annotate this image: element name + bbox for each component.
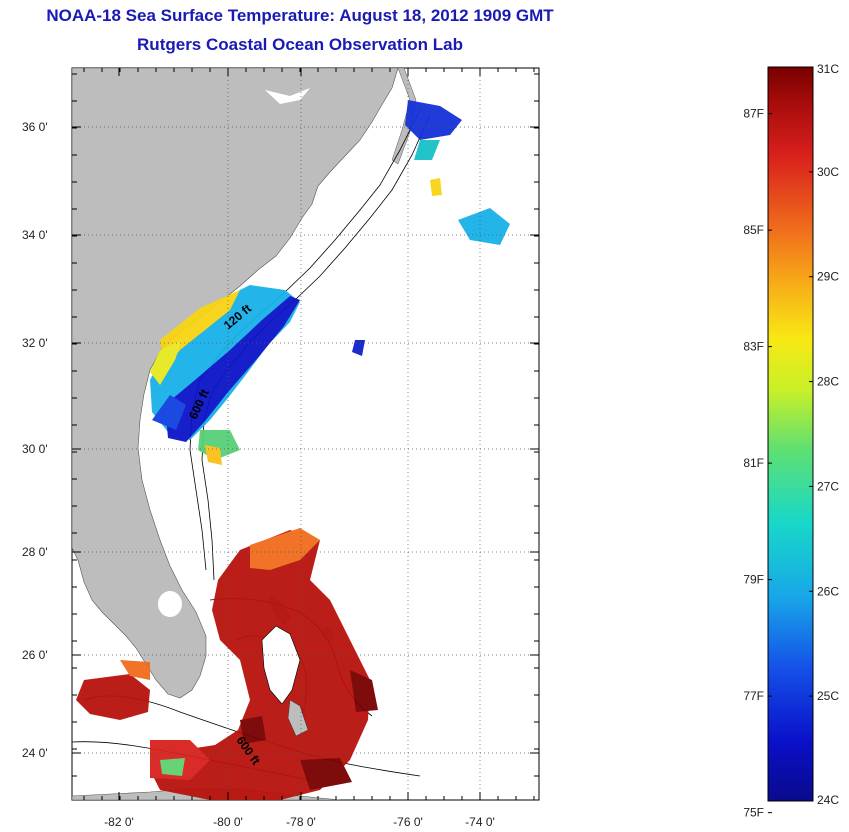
colorbar-celsius-label: 30C <box>817 165 839 179</box>
lon-tick-label: -80 0' <box>213 815 243 829</box>
map-subtitle: Rutgers Coastal Ocean Observation Lab <box>137 35 463 54</box>
lon-tick-label: -74 0' <box>465 815 495 829</box>
colorbar-celsius-label: 25C <box>817 689 839 703</box>
colorbar-fahrenheit-label: 81F <box>743 456 764 470</box>
colorbar-fahrenheit-label: 85F <box>743 223 764 237</box>
lon-tick-label: -82 0' <box>104 815 134 829</box>
colorbar-celsius-label: 29C <box>817 270 839 284</box>
colorbar-labels: 31C 30C 29C 28C 27C 26C 25C 24C 87F 85F 83F 81F 79F 7… <box>743 62 839 820</box>
colorbar-celsius-label: 28C <box>817 375 839 389</box>
lat-tick-label: 24 0' <box>22 746 48 760</box>
colorbar <box>767 66 814 802</box>
lat-tick-label: 34 0' <box>22 228 48 242</box>
sst-warm-patches <box>76 528 378 800</box>
land-us-coast <box>72 68 399 699</box>
lat-tick-label: 26 0' <box>22 648 48 662</box>
lon-tick-label: -76 0' <box>393 815 423 829</box>
bahama-bank <box>261 625 301 705</box>
colorbar-fahrenheit-label: 87F <box>743 107 764 121</box>
lat-tick-label: 32 0' <box>22 336 48 350</box>
colorbar-celsius-label: 27C <box>817 479 839 493</box>
colorbar-celsius-label: 24C <box>817 793 839 807</box>
lake-okeechobee <box>158 591 182 617</box>
colorbar-fahrenheit-label: 75F <box>743 806 764 820</box>
colorbar-fahrenheit-label: 77F <box>743 689 764 703</box>
lon-tick-label: -78 0' <box>286 815 316 829</box>
sst-patches <box>150 100 510 465</box>
lat-tick-label: 30 0' <box>22 442 48 456</box>
axis-labels: -82 0' -80 0' -78 0' -76 0' -74 0' 36 0' 34 0'… <box>22 120 495 829</box>
lat-tick-label: 28 0' <box>22 545 48 559</box>
lat-tick-label: 36 0' <box>22 120 48 134</box>
colorbar-fahrenheit-label: 83F <box>743 340 764 354</box>
map-title: NOAA-18 Sea Surface Temperature: August … <box>46 6 554 25</box>
axis-ticks <box>72 68 539 800</box>
colorbar-celsius-label: 26C <box>817 584 839 598</box>
colorbar-ticks <box>768 66 813 814</box>
colorbar-fahrenheit-label: 79F <box>743 573 764 587</box>
colorbar-celsius-label: 31C <box>817 62 839 76</box>
